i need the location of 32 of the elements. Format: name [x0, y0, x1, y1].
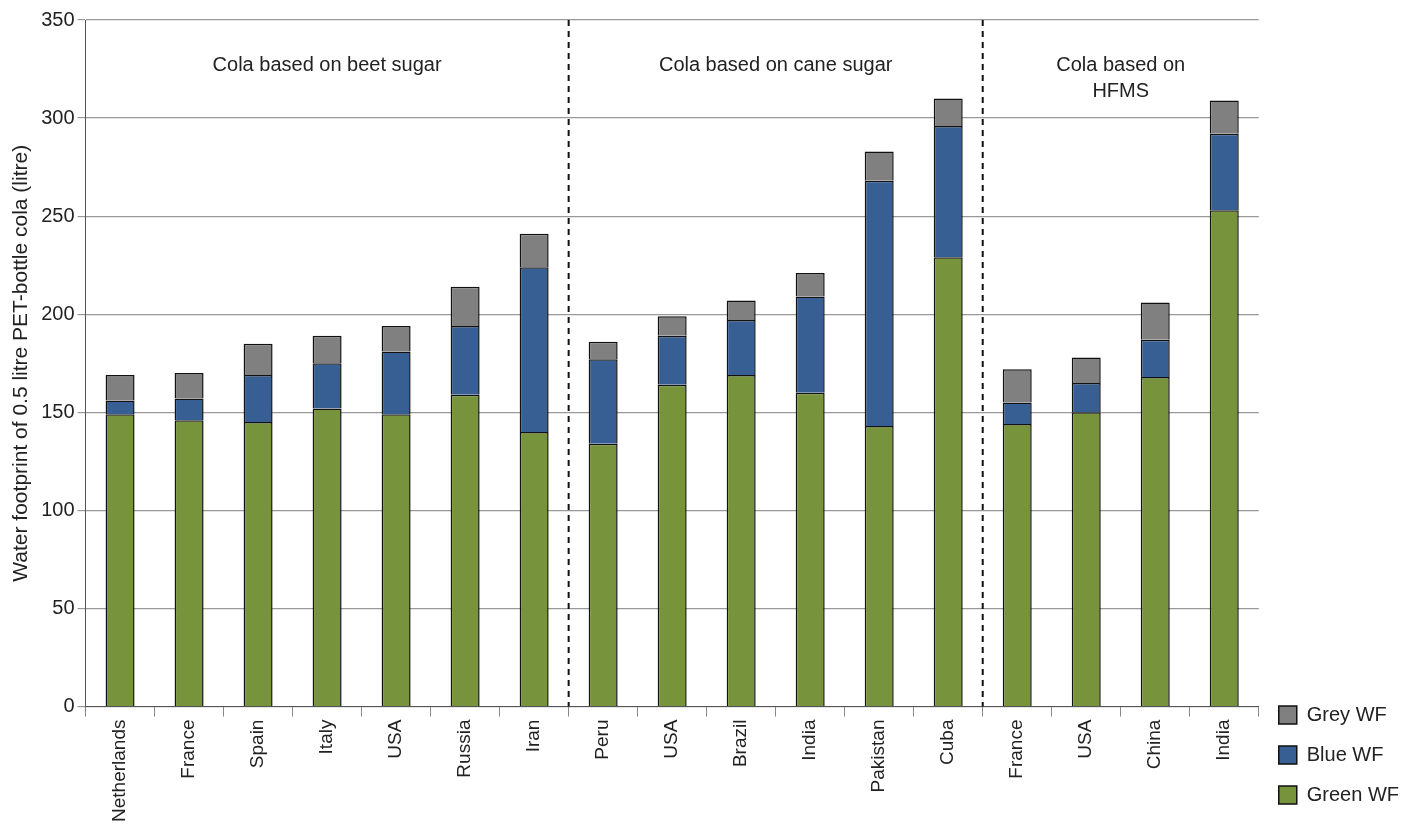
x-tick-label: China	[1143, 719, 1165, 770]
x-tick-label: Cuba	[936, 719, 958, 765]
legend-label: Grey WF	[1306, 702, 1387, 725]
x-tick-label: Iran	[522, 719, 544, 753]
legend-label: Green WF	[1306, 782, 1400, 805]
y-tick-label: 350	[41, 7, 75, 30]
x-tick-label: India	[798, 719, 820, 761]
x-tick-label: Pakistan	[867, 719, 889, 793]
y-tick-label: 200	[41, 301, 75, 324]
x-tick-label: India	[1212, 719, 1234, 761]
annotation: Cola based on beet sugar	[212, 52, 442, 75]
x-tick-label: Italy	[315, 719, 337, 755]
y-tick-label: 100	[41, 497, 75, 520]
x-tick-label: France	[177, 719, 199, 779]
legend-label: Blue WF	[1306, 742, 1384, 765]
annotation: Cola based on HFMS	[1056, 52, 1186, 101]
y-axis-title: Water footprint of 0.5 litre PET-bottle cola (litre)	[8, 144, 32, 582]
y-tick-label: 250	[41, 203, 75, 226]
x-tick-label: Netherlands	[108, 719, 130, 822]
y-tick-label: 0	[63, 694, 75, 717]
annotation: Cola based on cane sugar	[658, 52, 893, 75]
y-tick-label: 300	[41, 105, 75, 128]
x-tick-label: USA	[1074, 719, 1096, 759]
x-tick-label: Spain	[246, 719, 268, 769]
y-tick-label: 50	[52, 595, 75, 618]
x-tick-label: Russia	[453, 719, 475, 778]
x-tick-label: France	[1005, 719, 1027, 779]
x-tick-label: Peru	[591, 719, 613, 760]
x-tick-label: USA	[660, 719, 682, 759]
x-tick-label: USA	[384, 719, 406, 759]
x-tick-label: Brazil	[729, 719, 751, 768]
y-tick-label: 150	[41, 399, 75, 422]
